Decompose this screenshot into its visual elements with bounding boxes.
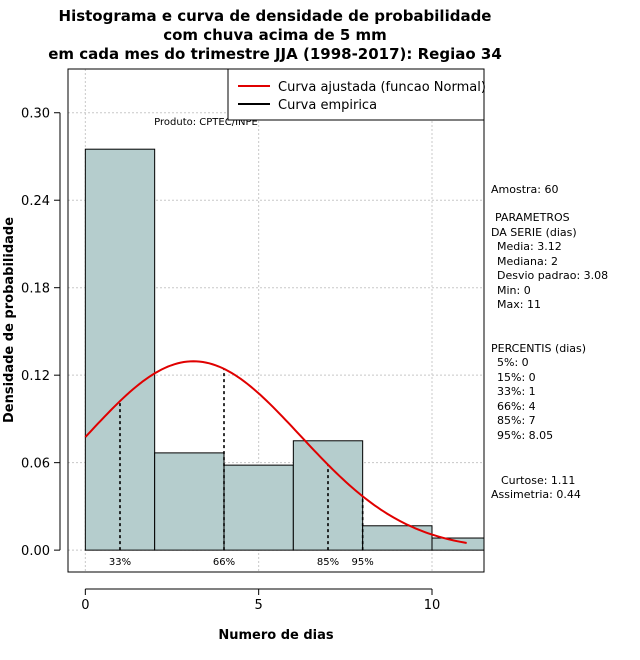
legend-label-fitted-curve: Curva ajustada (funcao Normal) <box>278 80 486 95</box>
normal-curve-layer <box>84 360 467 544</box>
stat-p5: 5%: 0 <box>497 356 529 369</box>
axes: 0 5 10 0.00 0.06 0.12 0.18 0.24 0.30 <box>21 107 440 613</box>
stat-p95: 95%: 8.05 <box>497 429 553 442</box>
histogram-bar <box>223 464 294 551</box>
histogram-bar <box>154 452 225 551</box>
percentile-label-95%: 95% <box>352 557 374 568</box>
chart-title-line-3: em cada mes do trimestre JJA (1998-2017)… <box>48 45 502 63</box>
stat-sample: Amostra: 60 <box>491 183 558 196</box>
percentile-label-85%: 85% <box>317 557 339 568</box>
x-tick-label: 10 <box>424 598 441 613</box>
y-tick-label: 0.06 <box>21 457 50 472</box>
legend-box <box>227 68 485 121</box>
x-tick-label: 0 <box>81 598 89 613</box>
stat-p33: 33%: 1 <box>497 385 536 398</box>
y-axis-label: Densidade de probabilidade <box>2 217 17 423</box>
percentile-label-33%: 33% <box>109 557 131 568</box>
histogram-bar <box>431 537 485 551</box>
y-tick-label: 0.24 <box>21 194 50 209</box>
chart-title-line-1: Histograma e curva de densidade de proba… <box>59 7 492 25</box>
product-label: Produto: CPTEC/INPE <box>154 117 258 128</box>
stat-max: Max: 11 <box>497 298 541 311</box>
y-tick-label: 0.12 <box>21 369 50 384</box>
percentis-title: PERCENTIS (dias) <box>491 342 586 355</box>
y-tick-label: 0.30 <box>21 107 50 122</box>
stat-skewness: Assimetria: 0.44 <box>491 488 581 501</box>
stat-mean: Media: 3.12 <box>497 240 562 253</box>
stat-median: Mediana: 2 <box>497 255 558 268</box>
y-tick-label: 0.00 <box>21 544 50 559</box>
stat-p66: 66%: 4 <box>497 400 536 413</box>
legend-label-empirical-curve: Curva empirica <box>278 98 377 113</box>
stat-sd: Desvio padrao: 3.08 <box>497 269 608 282</box>
histogram-bar <box>362 525 433 551</box>
percentile-lines: 33% 66% 85% 95% <box>109 368 374 568</box>
stat-min: Min: 0 <box>497 284 531 297</box>
legend: Curva ajustada (funcao Normal) Curva emp… <box>227 68 486 121</box>
stats-panel: Amostra: 60 PARAMETROS DA SERIE (dias) M… <box>491 183 608 501</box>
stat-p85: 85%: 7 <box>497 414 536 427</box>
chart-title-line-2: com chuva acima de 5 mm <box>163 26 387 44</box>
stat-p15: 15%: 0 <box>497 371 536 384</box>
normal-fit-curve <box>84 360 467 544</box>
params-title-1: PARAMETROS <box>495 211 570 224</box>
stat-kurtosis: Curtose: 1.11 <box>501 474 575 487</box>
params-title-2: DA SERIE (dias) <box>491 226 577 239</box>
y-tick-label: 0.18 <box>21 282 50 297</box>
histogram-bars <box>84 148 485 551</box>
percentile-label-66%: 66% <box>213 557 235 568</box>
x-tick-label: 5 <box>255 598 263 613</box>
x-axis-label: Numero de dias <box>218 628 334 643</box>
